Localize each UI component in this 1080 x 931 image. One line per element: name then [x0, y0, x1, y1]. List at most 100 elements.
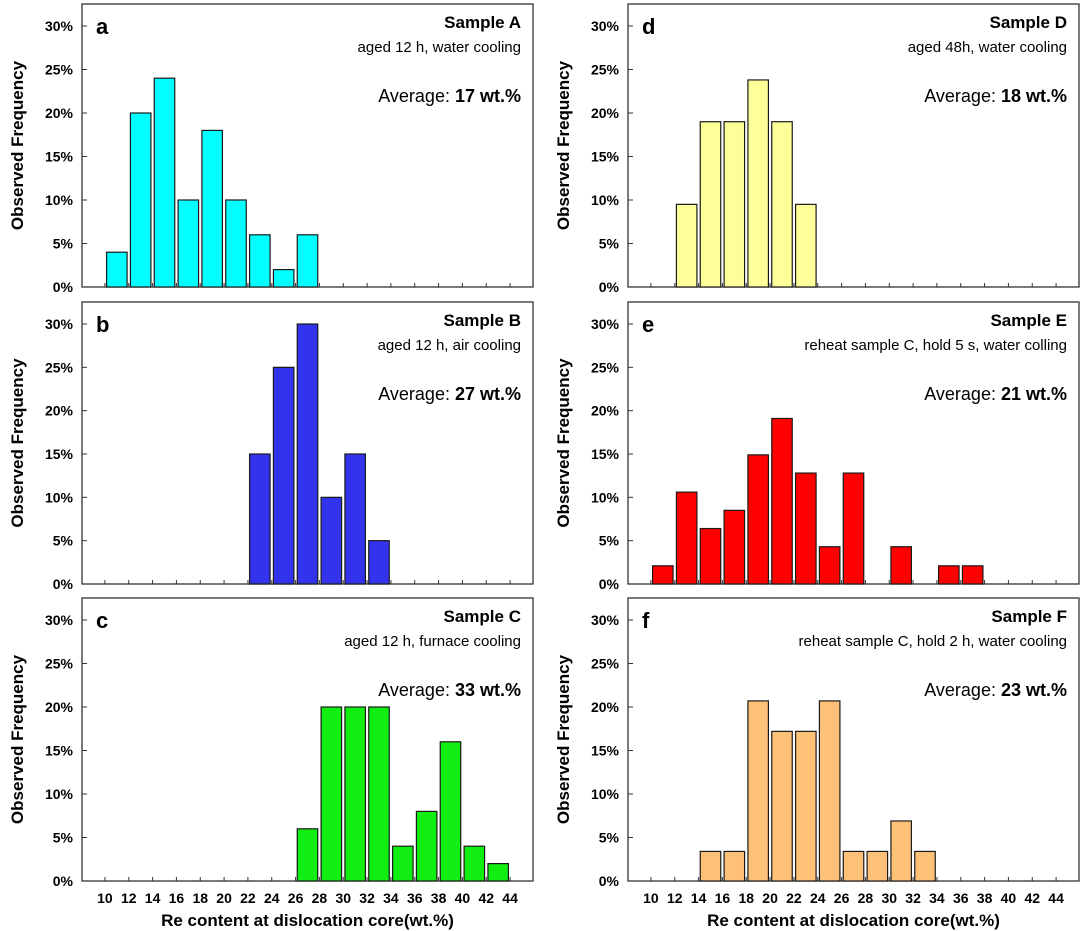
x-tick-label: 40	[455, 890, 471, 906]
x-tick-label: 42	[478, 890, 494, 906]
bar	[368, 540, 390, 585]
bar	[723, 121, 746, 288]
bar	[272, 366, 295, 585]
x-tick-label: 38	[977, 890, 993, 906]
x-tick-label: 18	[192, 890, 208, 906]
bar	[794, 730, 817, 882]
bar	[296, 828, 319, 882]
bar	[937, 565, 960, 585]
bar	[890, 546, 913, 585]
chart-title: Sample A	[444, 13, 521, 32]
x-tick-label: 42	[1024, 890, 1040, 906]
y-tick-label: 5%	[53, 830, 74, 846]
y-tick-label: 15%	[45, 149, 74, 165]
y-tick-label: 25%	[45, 656, 74, 672]
average-label: Average:	[378, 680, 455, 700]
y-tick-label: 10%	[591, 786, 620, 802]
x-tick-label: 22	[786, 890, 802, 906]
chart-subtitle: aged 48h, water cooling	[908, 39, 1067, 56]
x-tick-label: 14	[145, 890, 161, 906]
average-label: Average:	[924, 86, 1001, 106]
x-tick-label: 16	[715, 890, 731, 906]
x-tick-label: 28	[312, 890, 328, 906]
y-tick-label: 15%	[45, 743, 74, 759]
average-label: Average:	[378, 86, 455, 106]
panel-letter: e	[642, 312, 654, 337]
y-tick-label: 25%	[591, 359, 620, 375]
bar	[177, 199, 200, 288]
y-tick-label: 20%	[45, 403, 74, 419]
panel-d: 0% 5% 10% 15% 20% 25% 30% d Sample D aged 48h, wa…	[554, 3, 1080, 295]
y-axis-label: Observed Frequency	[554, 654, 573, 824]
x-tick-label: 34	[383, 890, 399, 906]
panel-letter: f	[642, 608, 650, 633]
y-tick-label: 30%	[45, 612, 74, 628]
y-axis-label: Observed Frequency	[554, 60, 573, 230]
y-tick-label: 25%	[591, 656, 620, 672]
panel-b: 0% 5% 10% 15% 20% 25% 30% b Sample B aged 12 h, a…	[8, 301, 534, 592]
chart-title: Sample E	[990, 311, 1067, 330]
bar	[320, 706, 343, 882]
y-axis-label: Observed Frequency	[8, 358, 27, 528]
bar	[225, 199, 247, 288]
y-tick-label: 15%	[591, 149, 620, 165]
bar	[842, 850, 865, 882]
x-tick-label: 24	[264, 890, 280, 906]
x-tick-label: 30	[335, 890, 351, 906]
y-axis-label: Observed Frequency	[8, 654, 27, 824]
average-annotation: Average: 23 wt.%	[924, 680, 1067, 700]
bar	[747, 700, 770, 882]
y-tick-label: 25%	[45, 62, 74, 78]
bar	[201, 129, 224, 288]
panel-letter: a	[96, 14, 109, 39]
chart-subtitle: reheat sample C, hold 5 s, water colling	[804, 337, 1067, 354]
bar	[391, 845, 414, 882]
panel-letter: c	[96, 608, 108, 633]
bar	[771, 417, 793, 585]
bar	[296, 323, 319, 585]
x-tick-label: 12	[121, 890, 137, 906]
bar	[368, 706, 390, 882]
average-value: 21 wt.%	[1001, 384, 1067, 404]
y-tick-label: 20%	[591, 105, 620, 121]
average-annotation: Average: 27 wt.%	[378, 384, 521, 404]
y-tick-label: 0%	[599, 279, 620, 295]
average-value: 17 wt.%	[455, 86, 521, 106]
x-tick-label: 44	[1048, 890, 1064, 906]
y-tick-label: 5%	[53, 533, 74, 549]
x-tick-label: 20	[216, 890, 232, 906]
x-tick-label: 34	[929, 890, 945, 906]
x-axis-label: Re content at dislocation core(wt.%)	[707, 911, 1000, 930]
chart-title: Sample F	[991, 607, 1067, 626]
y-tick-label: 10%	[45, 489, 74, 505]
bar	[415, 810, 438, 882]
bar	[320, 496, 343, 585]
y-tick-label: 5%	[599, 533, 620, 549]
y-tick-label: 30%	[591, 316, 620, 332]
y-tick-label: 20%	[45, 105, 74, 121]
x-tick-label: 10	[97, 890, 113, 906]
bar	[699, 850, 722, 882]
x-tick-label: 22	[240, 890, 256, 906]
y-tick-label: 15%	[591, 446, 620, 462]
y-tick-label: 30%	[45, 18, 74, 34]
chart-subtitle: aged 12 h, furnace cooling	[344, 633, 521, 650]
x-tick-label: 16	[169, 890, 185, 906]
bar	[651, 565, 674, 585]
chart-title: Sample C	[444, 607, 521, 626]
average-annotation: Average: 17 wt.%	[378, 86, 521, 106]
x-tick-label: 32	[905, 890, 921, 906]
x-tick-label: 30	[881, 890, 897, 906]
panel-letter: b	[96, 312, 109, 337]
bar	[818, 700, 841, 882]
y-tick-label: 0%	[599, 576, 620, 592]
panel-letter: d	[642, 14, 655, 39]
x-tick-label: 26	[288, 890, 304, 906]
bar	[272, 269, 295, 288]
chart-subtitle: aged 12 h, water cooling	[358, 39, 521, 56]
y-tick-label: 25%	[591, 62, 620, 78]
bar	[747, 454, 770, 585]
y-axis-label: Observed Frequency	[8, 60, 27, 230]
chart-title: Sample B	[444, 311, 521, 330]
x-tick-label: 36	[407, 890, 423, 906]
